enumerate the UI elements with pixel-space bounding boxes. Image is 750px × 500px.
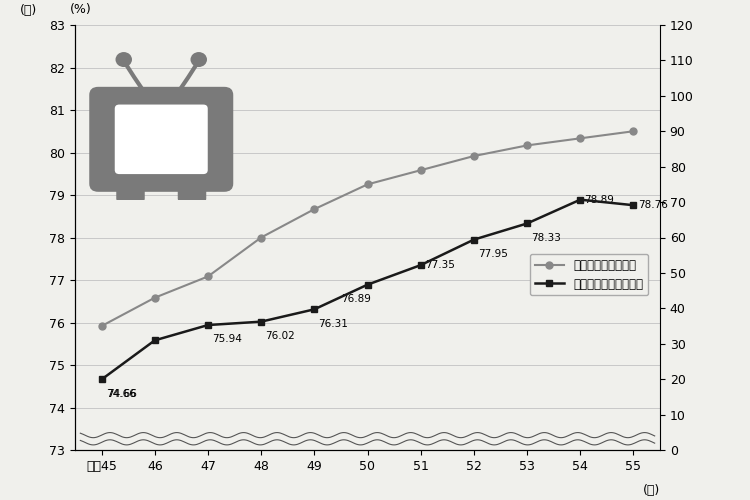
Circle shape <box>116 52 132 67</box>
Text: 78.89: 78.89 <box>584 194 614 204</box>
FancyBboxPatch shape <box>89 87 233 192</box>
Text: 78.33: 78.33 <box>531 233 561 243</box>
Text: 78.76: 78.76 <box>638 200 668 210</box>
Text: 76.31: 76.31 <box>319 318 349 328</box>
Text: 77.35: 77.35 <box>425 260 454 270</box>
FancyBboxPatch shape <box>178 178 206 202</box>
FancyBboxPatch shape <box>115 104 208 174</box>
Text: 77.95: 77.95 <box>478 249 508 259</box>
Legend: カラーテレビ普及率, 日本人女性の平均对命: カラーテレビ普及率, 日本人女性の平均对命 <box>530 254 648 296</box>
Text: (年): (年) <box>643 484 660 497</box>
Text: 74.66: 74.66 <box>107 389 136 399</box>
FancyBboxPatch shape <box>116 178 145 202</box>
Text: (才): (才) <box>20 4 37 16</box>
Text: 75.94: 75.94 <box>212 334 242 344</box>
Text: 76.89: 76.89 <box>341 294 370 304</box>
Text: (%): (%) <box>70 4 92 16</box>
Text: 76.02: 76.02 <box>266 331 296 341</box>
Text: 74.66: 74.66 <box>106 389 136 399</box>
Circle shape <box>190 52 207 67</box>
